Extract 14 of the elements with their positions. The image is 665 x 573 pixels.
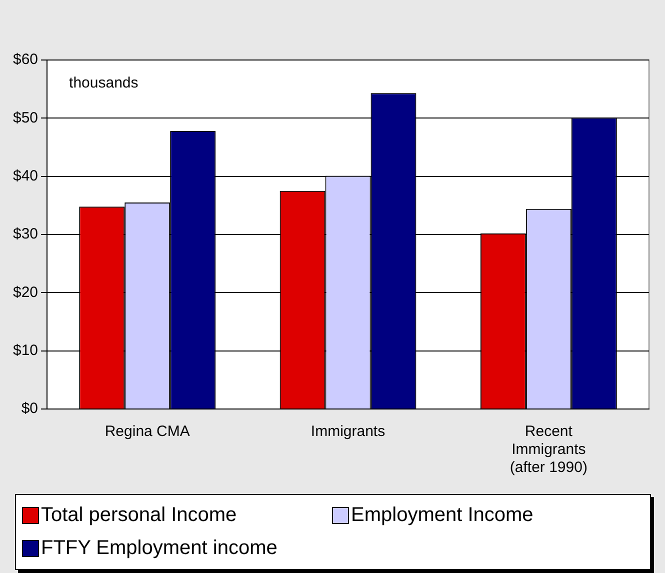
y-tick-label: $20 [12,284,38,301]
annotation: thousands [69,74,138,92]
legend-label: Employment Income [351,504,534,527]
legend-label: Total personal Income [41,504,237,527]
y-tick-label: $0 [21,400,38,418]
y-tick-label: $50 [12,109,38,126]
legend-label: FTFY Employment income [41,537,278,560]
y-tick-label: $30 [12,226,38,243]
x-tick-label: Regina CMA [104,423,190,440]
y-tick-label: $60 [12,51,38,68]
y-tick-label: $40 [12,167,38,184]
x-tick-label: Immigrants [310,423,386,440]
y-tick-label: $10 [12,342,38,359]
x-tick-label: Recent Immigrants (after 1990) [510,423,588,476]
